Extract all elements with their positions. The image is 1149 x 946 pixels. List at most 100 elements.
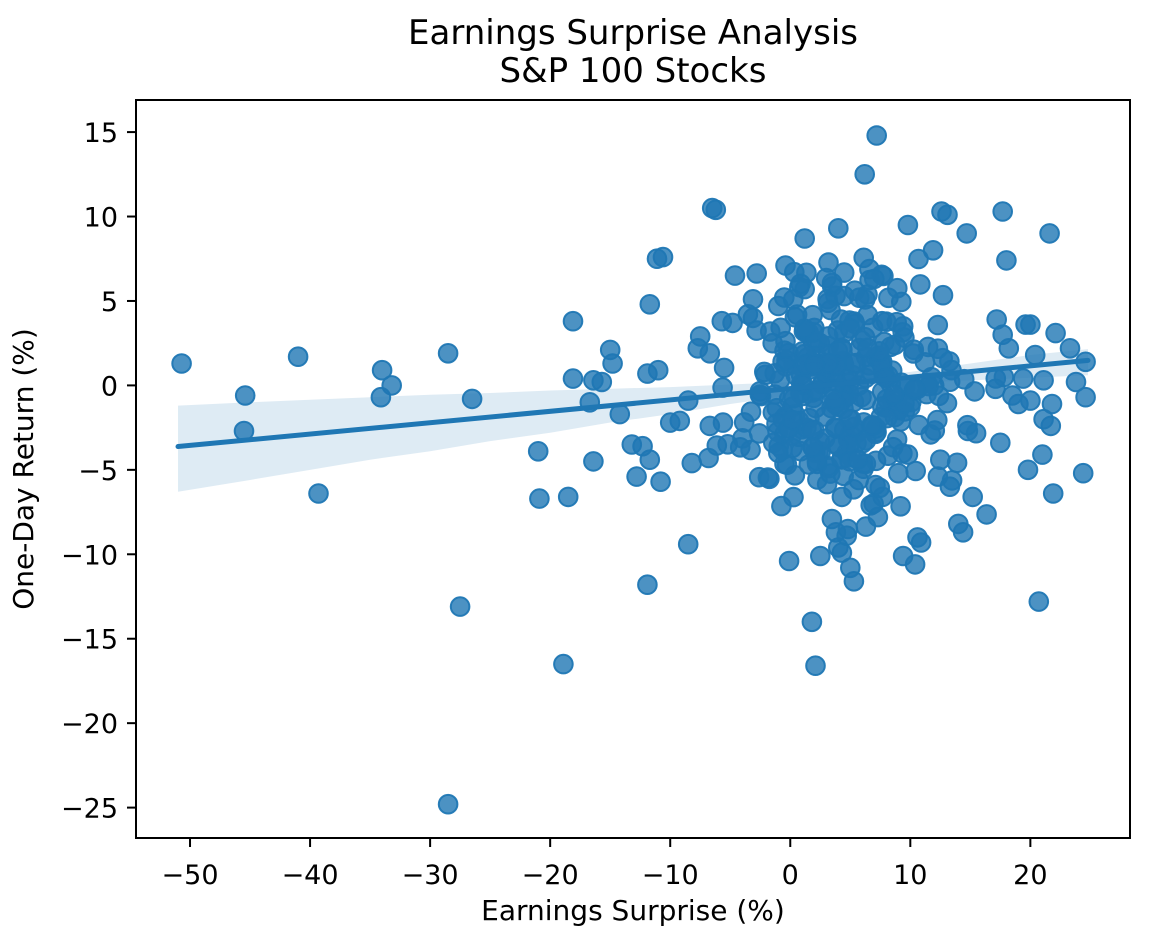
scatter-point [866, 125, 888, 146]
scatter-point [890, 496, 911, 517]
scatter-point [840, 557, 861, 579]
scatter-point [924, 420, 946, 441]
scatter-point [669, 410, 691, 432]
scatter-point [869, 477, 891, 499]
scatter-point [562, 368, 584, 389]
regression-line-group [175, 357, 1091, 450]
scatter-point [878, 287, 899, 309]
scatter-point [962, 486, 984, 508]
scatter-point [802, 436, 823, 458]
x-tick-label: 0 [782, 860, 799, 891]
scatter-point [602, 353, 623, 374]
scatter-point [855, 516, 877, 537]
scatter-point [937, 204, 958, 226]
scatter-point [1020, 314, 1041, 335]
scatter-point [705, 199, 727, 221]
scatter-point [784, 306, 806, 328]
scatter-point [234, 385, 256, 406]
scatter-point [783, 387, 805, 409]
scatter-point [437, 343, 459, 364]
chart-title-line1: Earnings Surprise Analysis [408, 13, 858, 53]
scatter-point [864, 268, 885, 290]
x-tick-label: −50 [162, 860, 219, 891]
scatter-point [941, 470, 963, 491]
scatter-point [652, 246, 674, 268]
scatter-point [932, 284, 954, 306]
scatter-point [904, 378, 926, 400]
y-tick-label: −5 [78, 456, 118, 487]
scatter-point [724, 265, 746, 286]
y-tick-label: 5 [101, 287, 118, 318]
scatter-point [770, 317, 792, 339]
scatter-point [437, 793, 459, 815]
scatter-point [883, 384, 905, 405]
scatter-point [639, 294, 661, 315]
scatter-point [1008, 393, 1029, 415]
scatter-point [748, 423, 770, 444]
scatter-point [308, 483, 329, 504]
scatter-point [706, 435, 728, 456]
scatter-point [768, 442, 789, 464]
scatter-point [976, 504, 997, 525]
scatter-point [804, 354, 826, 376]
scatter-point [1072, 462, 1094, 484]
scatter-point [956, 223, 978, 244]
chart-title-line2: S&P 100 Stocks [500, 51, 767, 91]
scatter-point [907, 527, 928, 548]
scatter-point [810, 545, 831, 567]
scatter-point [857, 304, 879, 326]
scatter-point [746, 263, 768, 284]
x-tick-label: −20 [522, 860, 579, 891]
scatter-point [713, 357, 735, 379]
scatter-point [821, 508, 843, 530]
regression-line [175, 357, 1091, 450]
scatter-point [801, 611, 823, 633]
scatter-point [801, 419, 823, 441]
scatter-point [591, 371, 613, 393]
scatter-point [759, 468, 780, 490]
scatter-point [990, 432, 1011, 454]
y-tick-label: −25 [61, 794, 118, 825]
scatter-point [908, 248, 929, 270]
x-tick-label: −30 [402, 860, 459, 891]
scatter-point [1028, 591, 1050, 612]
y-tick-label: −20 [61, 709, 118, 740]
scatter-point [1024, 344, 1046, 366]
scatter-point [769, 369, 791, 391]
scatter-point [948, 513, 969, 535]
scatter-point [637, 574, 658, 596]
scatter-point [626, 466, 647, 487]
scatter-point [936, 392, 958, 414]
scatter-point [712, 412, 734, 433]
scatter-point [722, 312, 743, 334]
scatter-point [782, 289, 804, 310]
scatter-point [910, 274, 931, 295]
scatter-point [677, 533, 699, 555]
scatter-point [861, 415, 882, 436]
scatter-point [639, 449, 661, 471]
scatter-point [371, 359, 393, 381]
scatter-point [1033, 370, 1054, 391]
scatter-point [647, 359, 669, 381]
scatter-point [892, 545, 914, 567]
scatter-point [897, 214, 919, 236]
scatter-point [527, 441, 549, 462]
y-tick-label: 0 [101, 371, 118, 402]
scatter-point [1059, 338, 1081, 359]
scatter-point [370, 386, 392, 408]
scatter-point [930, 449, 951, 471]
scatter-points-group [171, 125, 1096, 815]
scatter-point [892, 443, 913, 464]
y-tick-label: −10 [61, 540, 118, 571]
x-axis-label: Earnings Surprise (%) [481, 894, 785, 927]
scatter-point [1042, 483, 1064, 504]
scatter-point [681, 452, 703, 474]
scatter-point [287, 346, 309, 368]
scatter-point [449, 596, 471, 617]
scatter-point [946, 452, 968, 474]
scatter-point [941, 359, 962, 381]
y-axis-label: One-Day Return (%) [7, 328, 40, 610]
plot-area-frame [135, 99, 1131, 839]
scatter-point [828, 218, 849, 239]
